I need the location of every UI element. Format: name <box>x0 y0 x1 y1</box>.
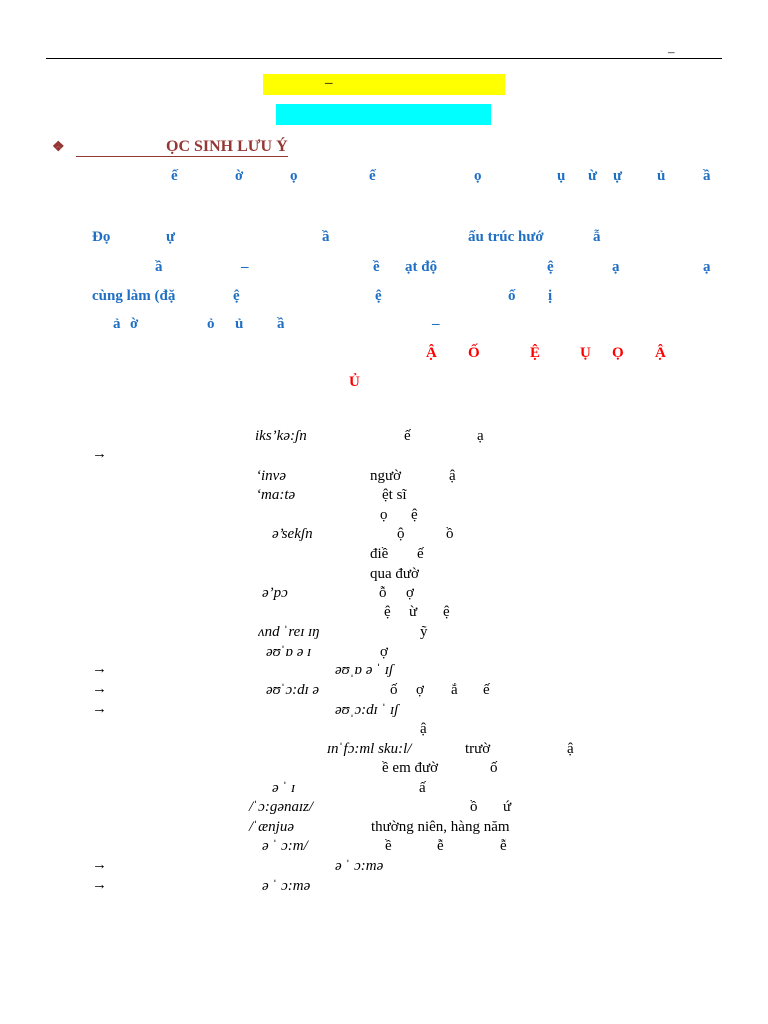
arrow-icon: → <box>92 681 107 697</box>
yellow-banner: – <box>263 74 505 95</box>
arrow-icon: → <box>92 701 107 717</box>
header-dash: – <box>668 44 675 59</box>
diamond-bullet-icon: ❖ <box>52 140 65 155</box>
yellow-banner-text: – <box>325 75 333 91</box>
vocab-row: əʊˌɒ ə ˈ ɪʃ <box>335 662 394 678</box>
arrow-icon: → <box>92 661 107 677</box>
vocab-row: əʊˌɔ:dɪ ˈ ɪʃ <box>335 702 399 718</box>
header-rule <box>46 58 722 59</box>
cyan-banner <box>276 104 491 125</box>
vocab-row: ə ˈ ɔ:mə <box>262 878 311 894</box>
arrow-icon: → <box>92 877 107 893</box>
red-warning-line-2: Ủ <box>349 374 360 390</box>
vocab-row: ə ˈ ɔ:mə <box>335 858 384 874</box>
vocab-row: ậ <box>420 721 427 737</box>
arrow-icon: → <box>92 857 107 873</box>
note-title: ỌC SINH LƯU Ý <box>76 138 288 157</box>
arrow-icon: → <box>92 446 107 462</box>
